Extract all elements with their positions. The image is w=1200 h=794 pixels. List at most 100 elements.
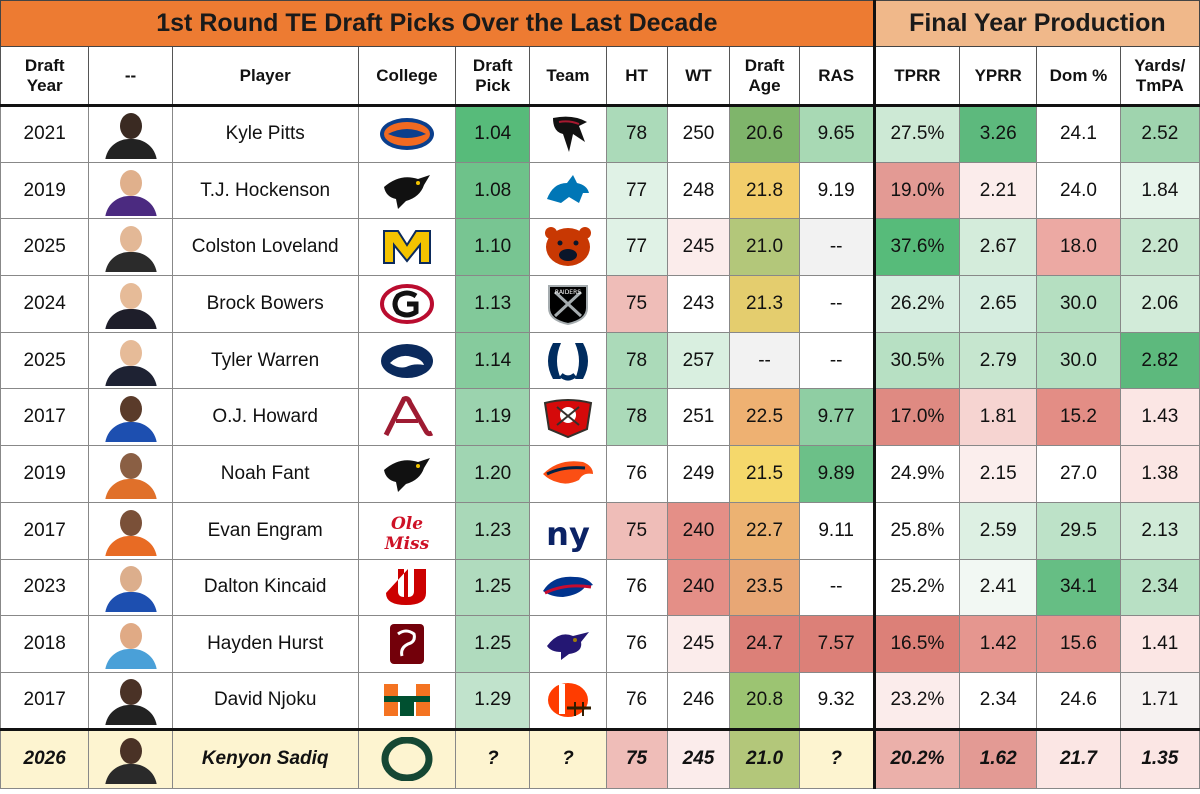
- cell-ht: 78: [605, 105, 668, 163]
- cell-ht: 76: [605, 615, 668, 673]
- cell-college: [357, 671, 457, 730]
- cell-player: Hayden Hurst: [171, 615, 359, 673]
- svg-text:ny: ny: [546, 515, 590, 553]
- miami-hurricanes-logo: [383, 684, 430, 717]
- cell-college: [357, 105, 457, 163]
- cell-photo: [88, 615, 173, 673]
- cell-draft-age: 21.0: [729, 727, 800, 789]
- denver-broncos-logo: [542, 461, 593, 484]
- cell-team: [529, 161, 607, 220]
- cell-ht: 78: [605, 331, 668, 390]
- cell-player: Evan Engram: [171, 501, 359, 560]
- cell-ras: 9.89: [798, 445, 875, 503]
- svg-text:Ole: Ole: [391, 514, 423, 534]
- cell-ras: --: [798, 331, 875, 390]
- iowa-hawkeyes-logo: [383, 174, 430, 209]
- cell-ht: 76: [605, 558, 668, 617]
- cell-dom: 29.5: [1036, 501, 1121, 560]
- baltimore-ravens-logo: [546, 632, 589, 661]
- cell-draft-age: 23.5: [729, 558, 800, 617]
- cell-yprr: 1.62: [959, 727, 1038, 789]
- cell-tprr: 37.6%: [872, 218, 961, 277]
- col-header-player: Player: [171, 46, 359, 107]
- cell-team: [529, 445, 607, 503]
- header-row: Draft Year -- Player College Draft Pick …: [0, 46, 1200, 107]
- cell-tprr: 30.5%: [872, 331, 961, 390]
- penn-state-logo: [380, 343, 433, 378]
- table-row: 2025 Colston Loveland 1.10 77 245 21.0 -- 37.6%…: [0, 218, 1200, 277]
- cell-photo: [88, 388, 173, 447]
- player-headshot: [99, 449, 163, 499]
- cell-yards-tmpa: 1.38: [1119, 445, 1200, 503]
- cell-player: Brock Bowers: [171, 275, 359, 333]
- cell-yprr: 1.42: [959, 615, 1038, 673]
- cell-team: [529, 615, 607, 673]
- cell-photo: [88, 218, 173, 277]
- col-header-draft-year: Draft Year: [0, 46, 90, 107]
- cell-yards-tmpa: 2.20: [1119, 218, 1200, 277]
- cell-tprr: 19.0%: [872, 161, 961, 220]
- cell-draft-pick: 1.23: [455, 501, 531, 560]
- cell-photo: [88, 105, 173, 163]
- cell-tprr: 24.9%: [872, 445, 961, 503]
- cell-team: [529, 105, 607, 163]
- cell-dom: 24.1: [1036, 105, 1121, 163]
- cell-team: [529, 331, 607, 390]
- table-row: 2019 Noah Fant 1.20 76 249 21.5 9.89 24.9% 2.15 2…: [0, 445, 1200, 503]
- cell-yprr: 3.26: [959, 105, 1038, 163]
- svg-text:RAIDERS: RAIDERS: [555, 289, 581, 296]
- atlanta-falcons-logo: [552, 117, 587, 153]
- cell-yards-tmpa: 2.13: [1119, 501, 1200, 560]
- cell-draft-pick: ?: [455, 727, 531, 789]
- cell-college: [357, 331, 457, 390]
- cell-ht: 78: [605, 388, 668, 447]
- cell-draft-age: 24.7: [729, 615, 800, 673]
- iowa-hawkeyes-logo: [383, 457, 430, 492]
- cell-team: RAIDERS: [529, 275, 607, 333]
- cell-ras: ?: [798, 727, 875, 789]
- cell-ras: 9.32: [798, 671, 875, 730]
- table-row: 2017 O.J. Howard 1.19 78 251 22.5 9.77 17.0% 1.8…: [0, 388, 1200, 447]
- cell-ras: 9.19: [798, 161, 875, 220]
- cell-draft-age: 21.3: [729, 275, 800, 333]
- cell-wt: 246: [666, 671, 731, 730]
- oregon-ducks-logo: [381, 737, 433, 782]
- table-row: 2021 Kyle Pitts 1.04 78 250 20.6 9.65 27.5% 3.26…: [0, 105, 1200, 163]
- cell-draft-year: 2025: [0, 218, 90, 277]
- cell-wt: 240: [666, 558, 731, 617]
- cell-team: ?: [529, 727, 607, 789]
- cell-photo: [88, 331, 173, 390]
- cell-player: O.J. Howard: [171, 388, 359, 447]
- cell-wt: 257: [666, 331, 731, 390]
- cell-team: ny: [529, 501, 607, 560]
- cell-draft-pick: 1.25: [455, 558, 531, 617]
- cell-photo: [88, 161, 173, 220]
- cell-player: T.J. Hockenson: [171, 161, 359, 220]
- cell-draft-year: 2021: [0, 105, 90, 163]
- cell-yprr: 2.34: [959, 671, 1038, 730]
- cell-draft-year: 2017: [0, 388, 90, 447]
- cell-draft-pick: 1.25: [455, 615, 531, 673]
- col-header-college: College: [357, 46, 457, 107]
- cell-player: Noah Fant: [171, 445, 359, 503]
- cell-college: [357, 161, 457, 220]
- cell-college: [357, 445, 457, 503]
- cell-yards-tmpa: 1.41: [1119, 615, 1200, 673]
- cell-yprr: 1.81: [959, 388, 1038, 447]
- cell-tprr: 27.5%: [872, 105, 961, 163]
- cell-yards-tmpa: 1.43: [1119, 388, 1200, 447]
- cell-wt: 245: [666, 615, 731, 673]
- michigan-wolverines-logo: [382, 230, 431, 265]
- cell-ras: 9.11: [798, 501, 875, 560]
- utah-utes-logo: [385, 569, 426, 606]
- cell-yprr: 2.67: [959, 218, 1038, 277]
- cell-draft-age: 21.0: [729, 218, 800, 277]
- cell-wt: 245: [666, 727, 731, 789]
- cell-photo: [88, 445, 173, 503]
- cell-dom: 15.6: [1036, 615, 1121, 673]
- cell-dom: 30.0: [1036, 275, 1121, 333]
- cell-draft-year: 2019: [0, 445, 90, 503]
- cell-ht: 77: [605, 161, 668, 220]
- cell-draft-age: 22.7: [729, 501, 800, 560]
- col-header-draft-pick: Draft Pick: [455, 46, 531, 107]
